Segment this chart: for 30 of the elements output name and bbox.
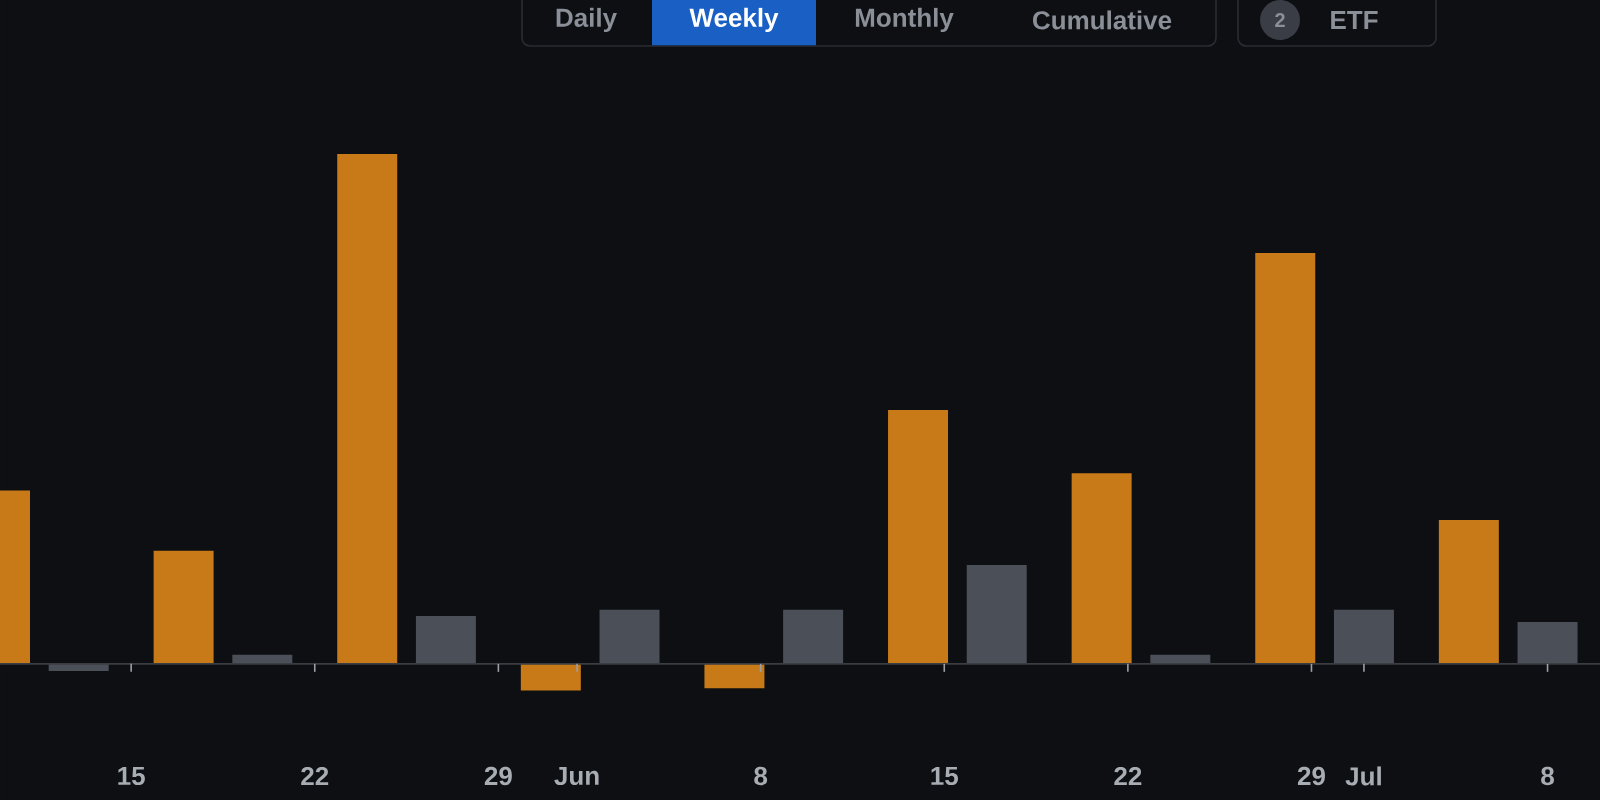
- text: 2: [1275, 13, 1285, 27]
- bar: [337, 153, 398, 664]
- text: ETF: [1331, 11, 1378, 29]
- x-tick-label: Jun: [554, 766, 599, 786]
- bar: [966, 564, 1027, 664]
- bar: [599, 609, 660, 664]
- bar: [153, 550, 214, 664]
- x-tick-label: 15: [118, 766, 145, 786]
- bar: [888, 409, 949, 664]
- x-tick-label: 15: [931, 766, 958, 786]
- x-tick-label: 22: [301, 766, 329, 786]
- text: Cumulative: [1033, 10, 1172, 30]
- x-tick-label: 8: [1541, 766, 1554, 786]
- bar: [783, 609, 844, 664]
- bar: [415, 615, 476, 664]
- bar: [704, 663, 765, 689]
- x-tick-label: 29: [1297, 766, 1325, 786]
- bar: [1333, 609, 1394, 664]
- x-tick-label: 8: [754, 766, 768, 786]
- bar: [1517, 622, 1578, 664]
- x-tick-label: 22: [1114, 766, 1142, 786]
- text: Daily: [556, 7, 617, 33]
- bar: [1071, 473, 1132, 664]
- x-tick-label: Jul: [1345, 766, 1381, 786]
- text: Weekly: [689, 7, 779, 33]
- bar: [1255, 252, 1316, 664]
- text: Monthly: [855, 7, 954, 33]
- bar: [520, 663, 581, 691]
- x-tick-label: 29: [484, 766, 512, 786]
- bar: [1438, 520, 1499, 664]
